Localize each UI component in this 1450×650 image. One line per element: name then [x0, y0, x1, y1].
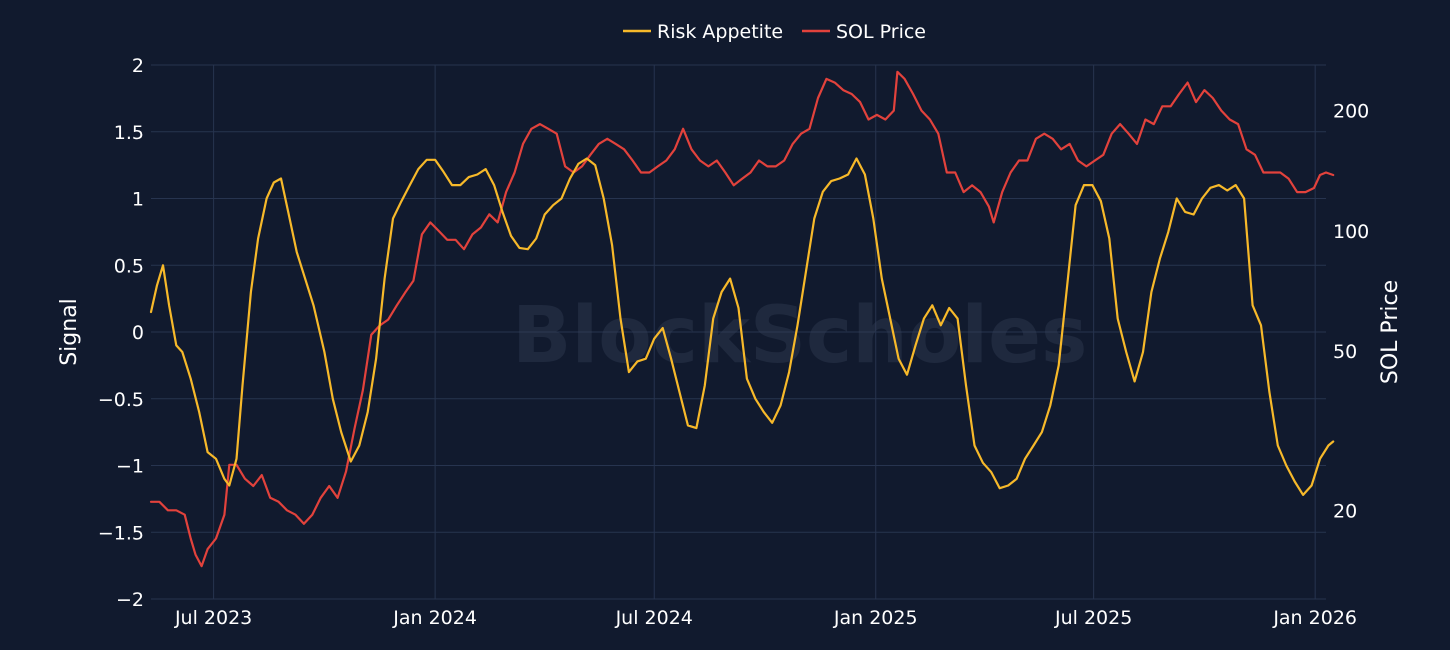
left-tick-label: 0 — [132, 322, 144, 344]
right-tick-label: 100 — [1333, 221, 1369, 243]
left-tick-label: 1 — [132, 189, 144, 211]
right-axis-ticks: 200 100 50 20 — [1333, 101, 1369, 523]
legend-label-sol-price: SOL Price — [836, 21, 926, 43]
x-axis-ticks: Jul 2023 Jan 2024 Jul 2024 Jan 2025 Jul 2025… — [174, 607, 1357, 629]
x-tick-label: Jan 2025 — [833, 607, 918, 629]
legend: Risk Appetite SOL Price — [623, 21, 926, 43]
legend-label-risk-appetite: Risk Appetite — [657, 21, 783, 43]
left-tick-label: −1.5 — [98, 522, 144, 544]
legend-item-sol-price[interactable]: SOL Price — [802, 21, 926, 43]
left-axis-ticks: 2 1.5 1 0.5 0 −0.5 −1 −1.5 −2 — [98, 55, 144, 611]
gridlines — [151, 64, 1326, 600]
left-tick-label: −1 — [116, 456, 144, 478]
right-tick-label: 20 — [1333, 500, 1357, 522]
right-tick-label: 50 — [1333, 341, 1357, 363]
series-line-sol-price — [149, 70, 1335, 568]
left-tick-label: 2 — [132, 55, 144, 77]
left-axis-title: Signal — [57, 298, 82, 366]
x-tick-label: Jan 2024 — [392, 607, 477, 629]
left-tick-label: 0.5 — [114, 255, 144, 277]
left-tick-label: −2 — [116, 589, 144, 611]
x-tick-label: Jul 2025 — [1054, 607, 1132, 629]
series-line-risk-appetite — [149, 157, 1335, 496]
x-tick-label: Jul 2023 — [174, 607, 252, 629]
series-layer — [149, 70, 1335, 568]
left-tick-label: 1.5 — [114, 122, 144, 144]
right-tick-label: 200 — [1333, 101, 1369, 123]
left-tick-label: −0.5 — [98, 389, 144, 411]
right-axis-title: SOL Price — [1378, 280, 1403, 384]
x-tick-label: Jan 2026 — [1272, 607, 1357, 629]
legend-item-risk-appetite[interactable]: Risk Appetite — [623, 21, 783, 43]
x-tick-label: Jul 2024 — [615, 607, 693, 629]
